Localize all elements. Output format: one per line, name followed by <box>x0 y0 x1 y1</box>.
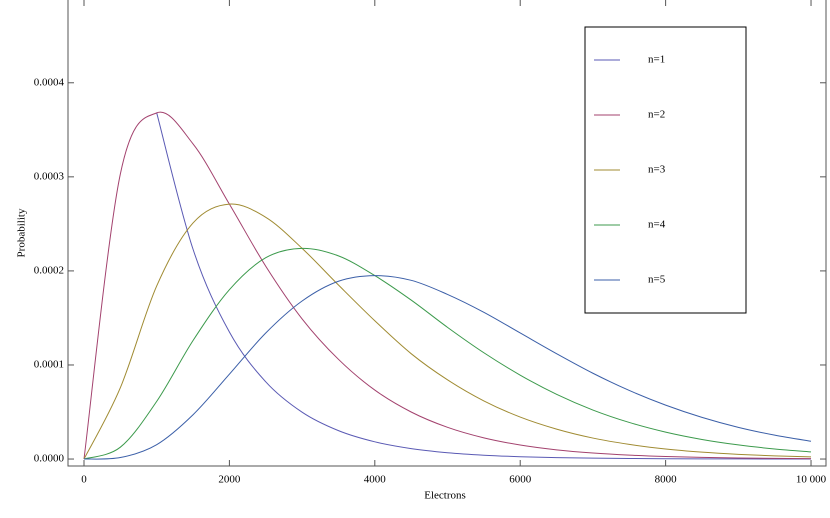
y-tick-label: 0.0003 <box>34 170 65 182</box>
x-tick-label: 2000 <box>218 474 241 486</box>
x-tick-label: 10 000 <box>796 474 827 486</box>
legend-label: n=2 <box>648 109 665 121</box>
legend-label: n=4 <box>648 219 666 231</box>
x-tick-label: 8000 <box>655 474 678 486</box>
legend-label: n=5 <box>648 274 666 286</box>
y-tick-label: 0.0001 <box>34 359 64 371</box>
x-tick-label: 6000 <box>509 474 532 486</box>
x-axis-label: Electrons <box>424 490 466 502</box>
y-tick-label: 0.0002 <box>34 264 64 276</box>
y-tick-label: 0.0000 <box>34 453 65 465</box>
series-line <box>83 247 812 460</box>
series-line <box>156 112 812 460</box>
series-line <box>83 203 812 460</box>
legend-label: n=3 <box>648 164 666 176</box>
x-tick-label: 4000 <box>364 474 387 486</box>
x-tick-label: 0 <box>81 474 87 486</box>
y-axis-label: Probability <box>16 208 28 257</box>
series-line <box>83 275 812 460</box>
plot-frame <box>67 0 827 467</box>
y-tick-label: 0.0004 <box>34 76 65 88</box>
series-line <box>83 111 812 460</box>
legend-label: n=1 <box>648 54 665 66</box>
